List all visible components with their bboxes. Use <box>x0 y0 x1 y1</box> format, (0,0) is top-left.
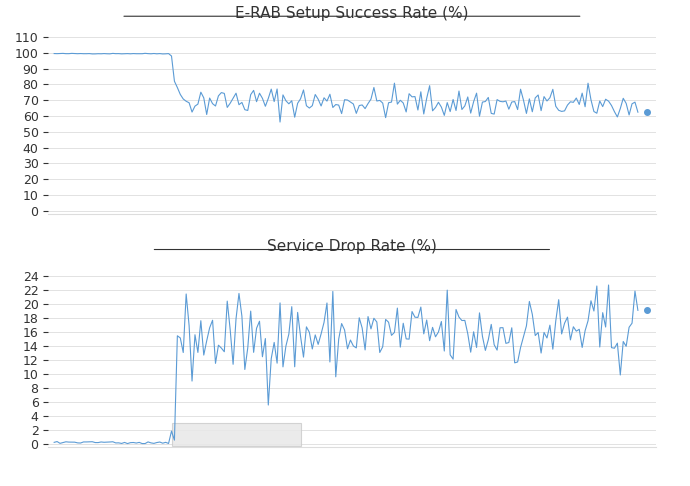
Title: E-RAB Setup Success Rate (%): E-RAB Setup Success Rate (%) <box>235 6 469 21</box>
Title: Service Drop Rate (%): Service Drop Rate (%) <box>267 239 437 254</box>
FancyBboxPatch shape <box>172 423 301 446</box>
